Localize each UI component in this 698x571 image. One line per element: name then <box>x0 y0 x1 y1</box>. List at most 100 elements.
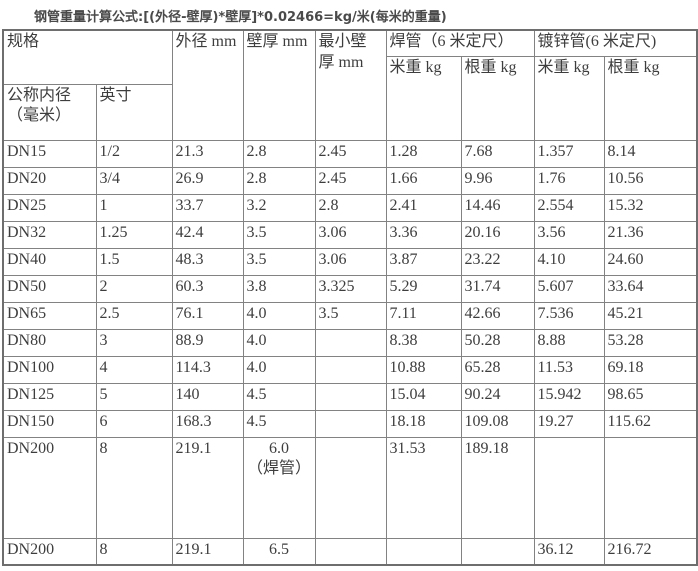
table-row: DN65 2.5 76.1 4.0 3.5 7.11 42.66 7.536 45.21 <box>2 301 698 330</box>
cell-welded-meter-weight: 8.38 <box>385 328 462 357</box>
header-welded-meter-weight: 米重 kg <box>385 55 462 141</box>
cell-galvanized-piece-weight: 15.32 <box>603 193 698 222</box>
header-galvanized-meter-weight: 米重 kg <box>533 55 605 141</box>
cell-inch: 5 <box>95 382 173 411</box>
cell-nominal-id: DN200 <box>2 436 97 539</box>
cell-welded-piece-weight: 31.74 <box>460 274 535 303</box>
cell-inch: 3/4 <box>95 166 173 195</box>
cell-nominal-id: DN150 <box>2 409 97 438</box>
cell-wall-thickness: 3.8 <box>242 274 316 303</box>
cell-galvanized-piece-weight: 21.36 <box>603 220 698 249</box>
cell-welded-piece-weight: 23.22 <box>460 247 535 276</box>
cell-nominal-id: DN125 <box>2 382 97 411</box>
table-row: DN20 3/4 26.9 2.8 2.45 1.66 9.96 1.76 10.56 <box>2 166 698 195</box>
cell-galvanized-piece-weight: 115.62 <box>603 409 698 438</box>
cell-outer-diameter: 26.9 <box>171 166 244 195</box>
cell-nominal-id: DN40 <box>2 247 97 276</box>
cell-galvanized-meter-weight: 3.56 <box>533 220 605 249</box>
header-row-middle: 米重 kg 根重 kg 米重 kg 根重 kg <box>3 55 698 141</box>
cell-wall-thickness: 2.8 <box>242 139 316 168</box>
table-row: DN15 1/2 21.3 2.8 2.45 1.28 7.68 1.357 8.14 <box>2 139 698 168</box>
cell-wall-thickness: 6.0 （焊管） <box>242 436 316 539</box>
cell-wall-thickness: 6.5 <box>242 537 316 566</box>
cell-outer-diameter: 21.3 <box>171 139 244 168</box>
cell-min-wall-thickness: 2.45 <box>314 166 387 195</box>
cell-welded-meter-weight: 10.88 <box>385 355 462 384</box>
cell-min-wall-thickness <box>314 382 387 411</box>
cell-galvanized-piece-weight: 10.56 <box>603 166 698 195</box>
cell-welded-piece-weight: 14.46 <box>460 193 535 222</box>
cell-outer-diameter: 33.7 <box>171 193 244 222</box>
cell-min-wall-thickness <box>314 328 387 357</box>
cell-min-wall-thickness: 2.8 <box>314 193 387 222</box>
pipe-weight-table: 规格 外径 mm 壁厚 mm 最小壁 厚 mm 焊管（6 米定尺） 镀锌管(6 … <box>2 29 698 566</box>
header-min-wall-thickness: 最小壁 厚 mm <box>314 29 387 141</box>
table-row: DN100 4 114.3 4.0 10.88 65.28 11.53 69.18 <box>2 355 698 384</box>
cell-wall-thickness: 4.5 <box>242 409 316 438</box>
cell-inch: 6 <box>95 409 173 438</box>
cell-outer-diameter: 42.4 <box>171 220 244 249</box>
cell-min-wall-thickness <box>314 537 387 566</box>
cell-min-wall-thickness: 2.45 <box>314 139 387 168</box>
cell-wall-thickness: 3.2 <box>242 193 316 222</box>
cell-wall-thickness: 4.5 <box>242 382 316 411</box>
cell-galvanized-piece-weight: 69.18 <box>603 355 698 384</box>
header-inch: 英寸 <box>95 83 173 141</box>
cell-welded-piece-weight: 42.66 <box>460 301 535 330</box>
cell-outer-diameter: 114.3 <box>171 355 244 384</box>
header-row-bottom: 公称内径 （毫米） 英寸 <box>2 83 697 141</box>
cell-nominal-id: DN200 <box>2 537 97 566</box>
cell-nominal-id: DN100 <box>2 355 97 384</box>
cell-galvanized-piece-weight: 53.28 <box>603 328 698 357</box>
cell-welded-meter-weight: 3.36 <box>385 220 462 249</box>
cell-galvanized-meter-weight: 1.76 <box>533 166 605 195</box>
cell-galvanized-piece-weight: 98.65 <box>603 382 698 411</box>
cell-welded-piece-weight: 65.28 <box>460 355 535 384</box>
cell-galvanized-meter-weight: 11.53 <box>533 355 605 384</box>
table-row: DN150 6 168.3 4.5 18.18 109.08 19.27 115.62 <box>2 409 698 438</box>
cell-welded-piece-weight: 9.96 <box>460 166 535 195</box>
cell-outer-diameter: 140 <box>171 382 244 411</box>
cell-welded-piece-weight: 20.16 <box>460 220 535 249</box>
cell-nominal-id: DN32 <box>2 220 97 249</box>
cell-nominal-id: DN65 <box>2 301 97 330</box>
page-title: 钢管重量计算公式:[(外径-壁厚)*壁厚]*0.02466=kg/米(每米的重量… <box>34 10 447 25</box>
cell-welded-meter-weight: 2.41 <box>385 193 462 222</box>
cell-galvanized-meter-weight: 7.536 <box>533 301 605 330</box>
cell-min-wall-thickness: 3.5 <box>314 301 387 330</box>
cell-outer-diameter: 60.3 <box>171 274 244 303</box>
cell-inch: 2 <box>95 274 173 303</box>
cell-outer-diameter: 219.1 <box>171 436 244 539</box>
cell-galvanized-meter-weight <box>533 436 605 539</box>
header-nominal-id: 公称内径 （毫米） <box>2 83 97 141</box>
table-row: DN25 1 33.7 3.2 2.8 2.41 14.46 2.554 15.32 <box>2 193 698 222</box>
cell-welded-piece-weight: 7.68 <box>460 139 535 168</box>
cell-inch: 1 <box>95 193 173 222</box>
table-row: DN32 1.25 42.4 3.5 3.06 3.36 20.16 3.56 21.36 <box>2 220 698 249</box>
cell-welded-piece-weight: 50.28 <box>460 328 535 357</box>
cell-wall-thickness: 3.5 <box>242 247 316 276</box>
cell-galvanized-piece-weight <box>603 436 698 539</box>
cell-inch: 1.25 <box>95 220 173 249</box>
cell-welded-meter-weight: 1.28 <box>385 139 462 168</box>
cell-welded-meter-weight: 3.87 <box>385 247 462 276</box>
cell-min-wall-thickness <box>314 355 387 384</box>
cell-galvanized-meter-weight: 5.607 <box>533 274 605 303</box>
cell-galvanized-meter-weight: 4.10 <box>533 247 605 276</box>
cell-nominal-id: DN20 <box>2 166 97 195</box>
cell-welded-meter-weight: 15.04 <box>385 382 462 411</box>
cell-inch: 3 <box>95 328 173 357</box>
cell-galvanized-meter-weight: 8.88 <box>533 328 605 357</box>
cell-wall-thickness: 4.0 <box>242 328 316 357</box>
cell-welded-meter-weight: 18.18 <box>385 409 462 438</box>
cell-galvanized-piece-weight: 45.21 <box>603 301 698 330</box>
cell-galvanized-meter-weight: 1.357 <box>533 139 605 168</box>
header-welded-pipe: 焊管（6 米定尺） <box>385 29 535 57</box>
table-row: DN80 3 88.9 4.0 8.38 50.28 8.88 53.28 <box>2 328 698 357</box>
header-galvanized-piece-weight: 根重 kg <box>603 55 698 141</box>
cell-min-wall-thickness <box>314 409 387 438</box>
cell-inch: 8 <box>95 436 173 539</box>
table-row: DN40 1.5 48.3 3.5 3.06 3.87 23.22 4.10 24.60 <box>2 247 698 276</box>
table-body: DN15 1/2 21.3 2.8 2.45 1.28 7.68 1.357 8.14 DN20 3… <box>2 139 698 566</box>
cell-welded-piece-weight: 109.08 <box>460 409 535 438</box>
